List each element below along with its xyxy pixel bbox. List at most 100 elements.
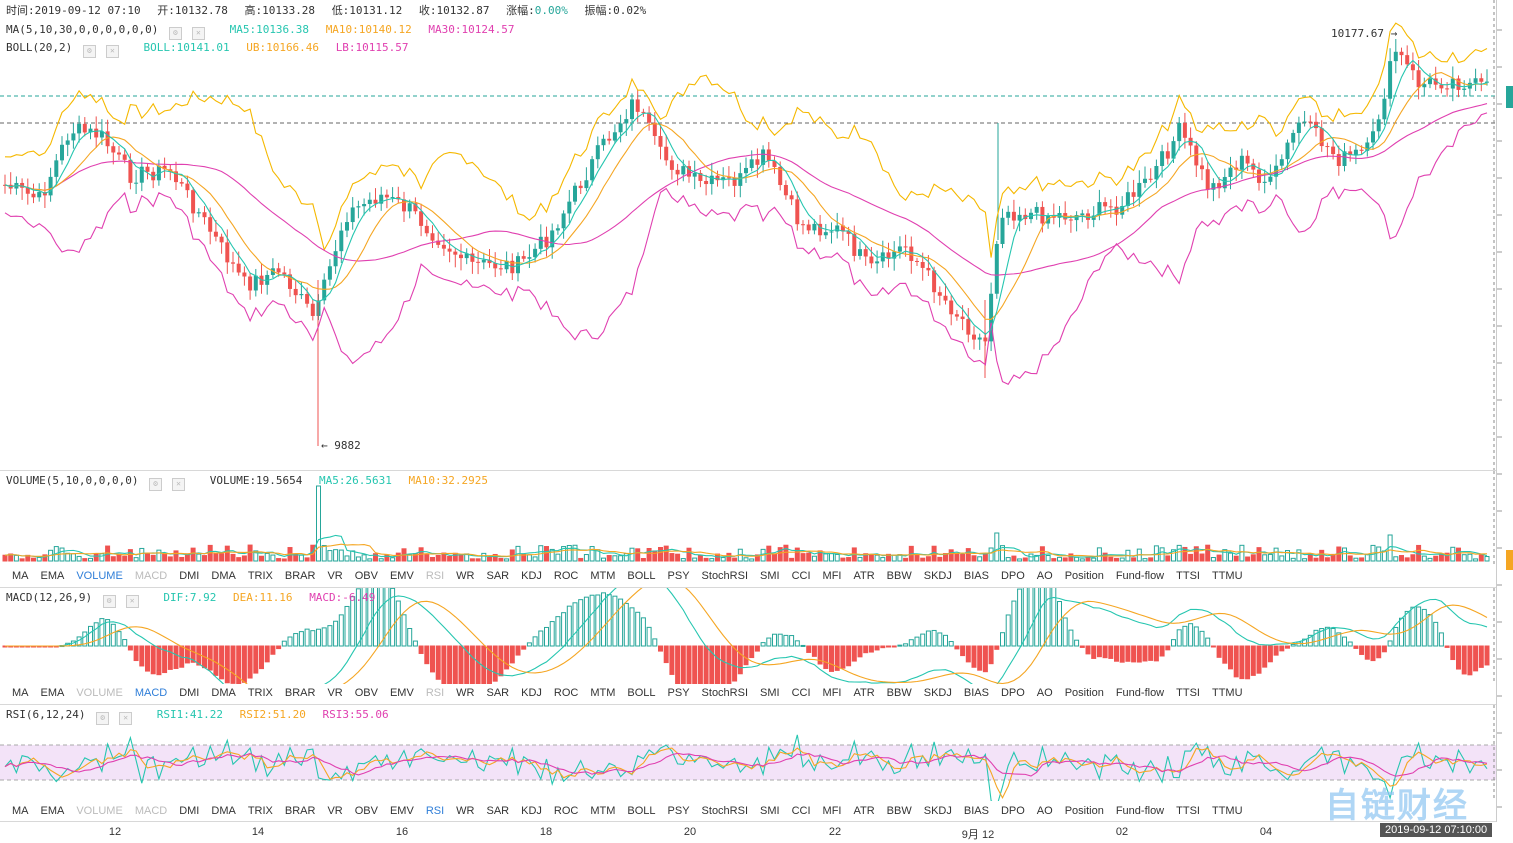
tab-volume[interactable]: VOLUME — [76, 570, 123, 582]
tab-smi[interactable]: SMI — [760, 805, 780, 817]
tab-ttmu[interactable]: TTMU — [1211, 805, 1243, 817]
tab-brar[interactable]: BRAR — [284, 805, 316, 817]
tab-cci[interactable]: CCI — [791, 805, 811, 817]
tab-macd[interactable]: MACD — [134, 805, 168, 817]
tab-dpo[interactable]: DPO — [1000, 570, 1025, 582]
tab-cci[interactable]: CCI — [791, 687, 811, 699]
price-chart[interactable] — [0, 0, 1496, 470]
close-icon[interactable]: ✕ — [191, 27, 205, 40]
tab-dmi[interactable]: DMI — [179, 687, 200, 699]
tab-atr[interactable]: ATR — [853, 805, 875, 817]
tab-ttsi[interactable]: TTSI — [1176, 805, 1200, 817]
tab-roc[interactable]: ROC — [553, 687, 579, 699]
tab-smi[interactable]: SMI — [760, 687, 780, 699]
tab-roc[interactable]: ROC — [553, 570, 579, 582]
tab-psy[interactable]: PSY — [667, 687, 690, 699]
tab-smi[interactable]: SMI — [760, 570, 780, 582]
tab-macd[interactable]: MACD — [134, 687, 168, 699]
tab-dma[interactable]: DMA — [211, 687, 236, 699]
tab-kdj[interactable]: KDJ — [521, 570, 542, 582]
tab-dmi[interactable]: DMI — [179, 805, 200, 817]
tab-bbw[interactable]: BBW — [886, 687, 912, 699]
settings-icon[interactable]: ⚙ — [102, 595, 116, 608]
tab-volume[interactable]: VOLUME — [76, 805, 123, 817]
tab-rsi[interactable]: RSI — [425, 687, 445, 699]
tab-stochrsi[interactable]: StochRSI — [701, 570, 749, 582]
tab-ma[interactable]: MA — [12, 805, 29, 817]
tab-stochrsi[interactable]: StochRSI — [701, 687, 749, 699]
settings-icon[interactable]: ⚙ — [82, 45, 96, 58]
tab-dma[interactable]: DMA — [211, 805, 236, 817]
tab-sar[interactable]: SAR — [486, 805, 510, 817]
tab-obv[interactable]: OBV — [354, 805, 378, 817]
tab-wr[interactable]: WR — [456, 570, 475, 582]
tab-boll[interactable]: BOLL — [627, 805, 656, 817]
tab-ttsi[interactable]: TTSI — [1176, 687, 1200, 699]
tab-dma[interactable]: DMA — [211, 570, 236, 582]
tab-ttmu[interactable]: TTMU — [1211, 687, 1243, 699]
tab-skdj[interactable]: SKDJ — [923, 570, 952, 582]
settings-icon[interactable]: ⚙ — [149, 478, 163, 491]
tab-position[interactable]: Position — [1064, 570, 1104, 582]
tab-rsi[interactable]: RSI — [425, 805, 445, 817]
tab-atr[interactable]: ATR — [853, 570, 875, 582]
tab-trix[interactable]: TRIX — [247, 570, 273, 582]
tab-mtm[interactable]: MTM — [590, 805, 616, 817]
tab-ema[interactable]: EMA — [40, 687, 65, 699]
tab-skdj[interactable]: SKDJ — [923, 805, 952, 817]
tab-position[interactable]: Position — [1064, 687, 1104, 699]
tab-dpo[interactable]: DPO — [1000, 805, 1025, 817]
tab-trix[interactable]: TRIX — [247, 805, 273, 817]
tab-emv[interactable]: EMV — [389, 570, 414, 582]
tab-bbw[interactable]: BBW — [886, 805, 912, 817]
tab-trix[interactable]: TRIX — [247, 687, 273, 699]
tab-mfi[interactable]: MFI — [822, 570, 842, 582]
close-icon[interactable]: ✕ — [172, 478, 186, 491]
tab-skdj[interactable]: SKDJ — [923, 687, 952, 699]
tab-vr[interactable]: VR — [327, 805, 343, 817]
tab-vr[interactable]: VR — [327, 570, 343, 582]
tab-sar[interactable]: SAR — [486, 570, 510, 582]
tab-ema[interactable]: EMA — [40, 805, 65, 817]
close-icon[interactable]: ✕ — [105, 45, 119, 58]
tab-bbw[interactable]: BBW — [886, 570, 912, 582]
pane-divider[interactable] — [0, 587, 1513, 588]
tab-psy[interactable]: PSY — [667, 570, 690, 582]
tab-ao[interactable]: AO — [1036, 687, 1053, 699]
rsi-chart[interactable] — [0, 705, 1496, 801]
tab-ttsi[interactable]: TTSI — [1176, 570, 1200, 582]
tab-ao[interactable]: AO — [1036, 805, 1053, 817]
macd-chart[interactable] — [0, 588, 1496, 684]
tab-bias[interactable]: BIAS — [963, 570, 989, 582]
pane-divider[interactable] — [0, 704, 1513, 705]
tab-obv[interactable]: OBV — [354, 570, 378, 582]
tab-atr[interactable]: ATR — [853, 687, 875, 699]
rsi-pane[interactable]: RSI(6,12,24) ⚙ ✕ RSI1:41.22 RSI2:51.20 RS… — [0, 705, 1496, 801]
settings-icon[interactable]: ⚙ — [168, 27, 182, 40]
tab-kdj[interactable]: KDJ — [521, 805, 542, 817]
tab-ao[interactable]: AO — [1036, 570, 1053, 582]
tab-wr[interactable]: WR — [456, 687, 475, 699]
close-icon[interactable]: ✕ — [119, 712, 133, 725]
tab-vr[interactable]: VR — [327, 687, 343, 699]
tab-boll[interactable]: BOLL — [627, 570, 656, 582]
tab-obv[interactable]: OBV — [354, 687, 378, 699]
tab-dmi[interactable]: DMI — [179, 570, 200, 582]
volume-pane[interactable]: VOLUME(5,10,0,0,0,0) ⚙ ✕ VOLUME:19.5654 M… — [0, 471, 1496, 567]
tab-sar[interactable]: SAR — [486, 687, 510, 699]
tab-ma[interactable]: MA — [12, 570, 29, 582]
tab-fund-flow[interactable]: Fund-flow — [1115, 687, 1165, 699]
tab-mtm[interactable]: MTM — [590, 687, 616, 699]
tab-emv[interactable]: EMV — [389, 805, 414, 817]
tab-dpo[interactable]: DPO — [1000, 687, 1025, 699]
tab-bias[interactable]: BIAS — [963, 805, 989, 817]
tab-ma[interactable]: MA — [12, 687, 29, 699]
tab-macd[interactable]: MACD — [134, 570, 168, 582]
tab-psy[interactable]: PSY — [667, 805, 690, 817]
tab-kdj[interactable]: KDJ — [521, 687, 542, 699]
settings-icon[interactable]: ⚙ — [96, 712, 110, 725]
tab-ttmu[interactable]: TTMU — [1211, 570, 1243, 582]
close-icon[interactable]: ✕ — [125, 595, 139, 608]
macd-pane[interactable]: MACD(12,26,9) ⚙ ✕ DIF:7.92 DEA:11.16 MACD… — [0, 588, 1496, 684]
tab-position[interactable]: Position — [1064, 805, 1104, 817]
